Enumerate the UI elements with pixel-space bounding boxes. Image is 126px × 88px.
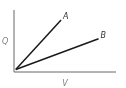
svg-text:V: V (62, 79, 68, 88)
svg-text:Q: Q (8, 37, 9, 46)
svg-text:B: B (101, 31, 107, 40)
svg-text:A: A (62, 12, 68, 21)
